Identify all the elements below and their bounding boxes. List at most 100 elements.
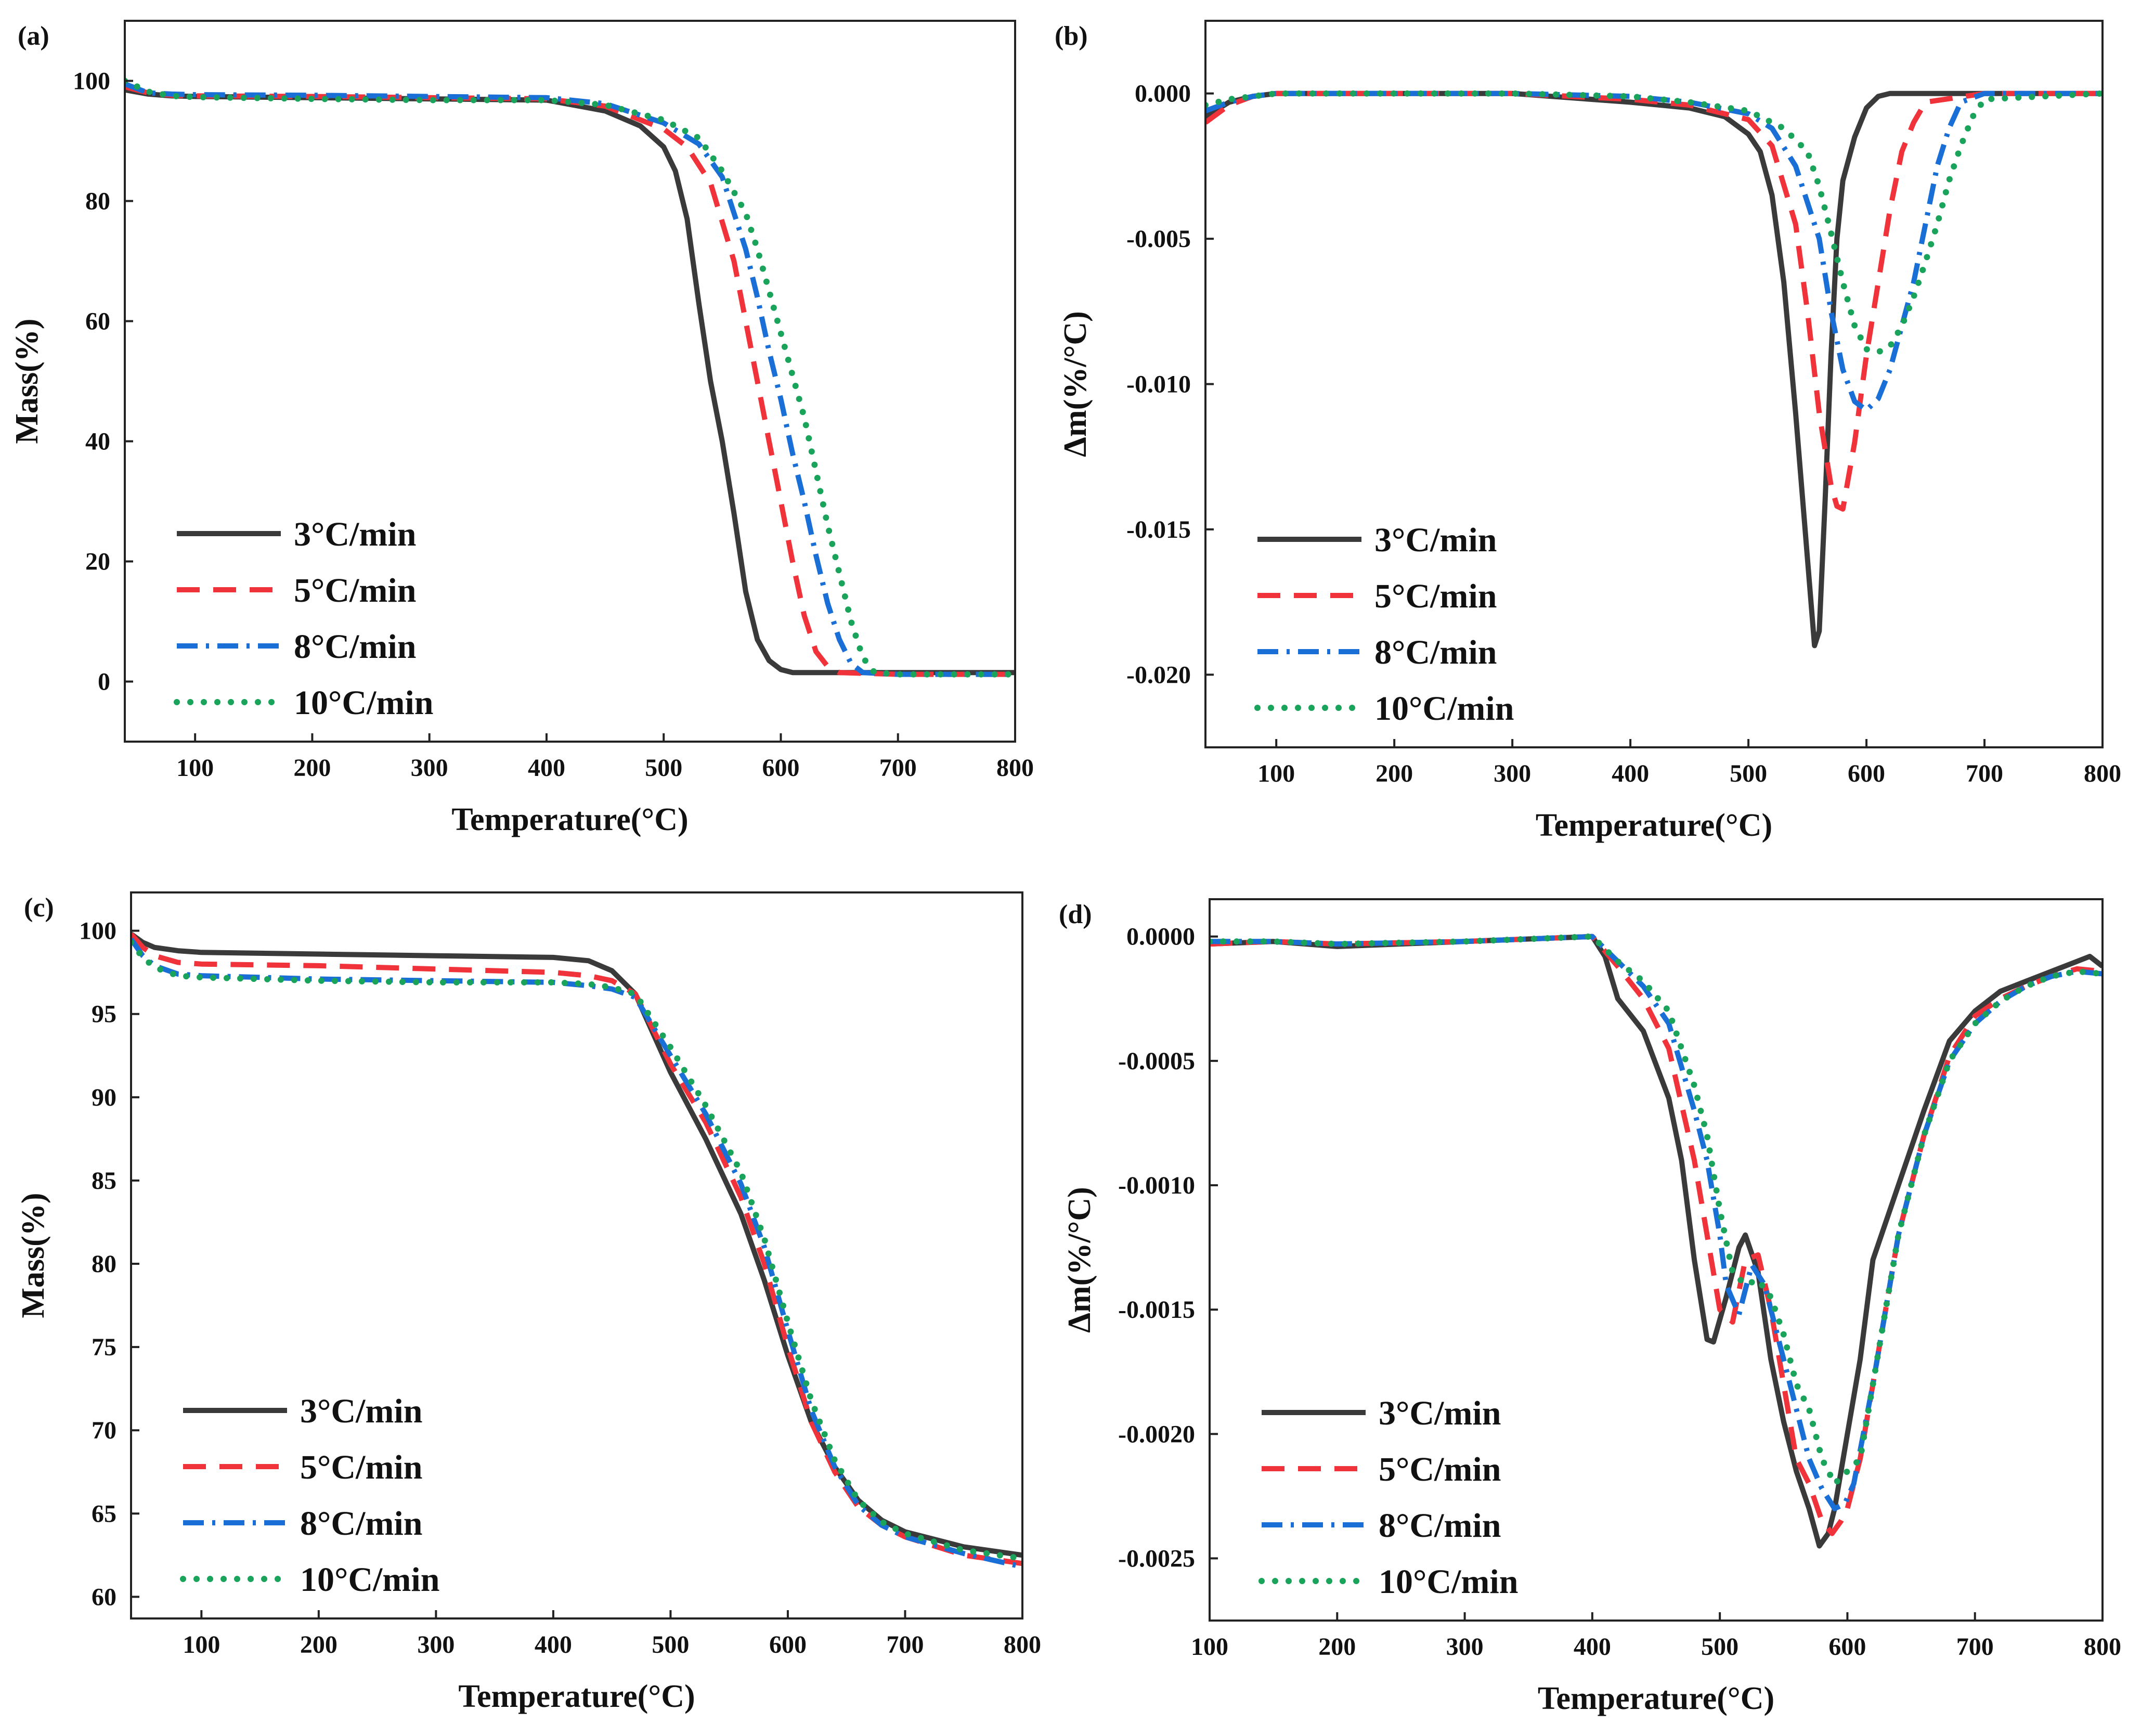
panel-a-y-axis-title: Mass(%): [9, 318, 45, 444]
panel-b-legend-label-10c-per-min: 10°C/min: [1374, 690, 1514, 728]
panel-b-legend-label-8c-per-min: 8°C/min: [1374, 633, 1497, 671]
panel-b-x-tick-label: 400: [1612, 760, 1649, 787]
panel-c-x-axis-title: Temperature(°C): [458, 1679, 695, 1714]
panel-c-x-tick-label: 100: [183, 1631, 220, 1659]
panel-d-y-tick-label: -0.0015: [1118, 1296, 1195, 1324]
panel-b-y-tick-label: -0.005: [1126, 225, 1191, 253]
panel-a-y-tick-label: 0: [98, 668, 110, 696]
panel-d-x-tick-label: 100: [1191, 1633, 1228, 1661]
panel-c-y-tick-label: 85: [92, 1167, 116, 1195]
panel-a-x-tick-label: 600: [762, 754, 799, 782]
panel-d-legend-label-10c-per-min: 10°C/min: [1379, 1563, 1518, 1601]
panel-c-frame: [130, 891, 1023, 1620]
panel-d-series: [1210, 933, 2103, 1549]
panel-b-y-tick-label: -0.010: [1126, 371, 1191, 398]
panel-a-x-axis-title: Temperature(°C): [451, 802, 688, 837]
panel-d-y-tick-label: 0.0000: [1126, 923, 1195, 951]
panel-d-x-tick-label: 400: [1574, 1633, 1611, 1661]
panel-a-label: (a): [18, 21, 49, 51]
panel-b-x-tick-label: 600: [1848, 760, 1885, 787]
panel-d-legend-label-3c-per-min: 3°C/min: [1379, 1394, 1501, 1432]
panel-d-x-tick-label: 800: [2084, 1633, 2121, 1661]
panel-b-legend: 3°C/min 5°C/min 8°C/min 10°C/min: [1254, 521, 1514, 728]
panel-a-series-3c-per-min: [125, 87, 1015, 676]
panel-d-label: (d): [1059, 900, 1092, 929]
panel-d-x-tick-label: 500: [1701, 1633, 1738, 1661]
panel-b-y-axis-title: Δm(%/°C): [1058, 311, 1093, 457]
panel-a-x-tick-label: 400: [528, 754, 565, 782]
panel-d-y-axis-title: Δm(%/°C): [1062, 1187, 1097, 1333]
panel-c-y-tick-label: 90: [92, 1084, 116, 1111]
panel-b-series-5c-per-min: [1205, 90, 2103, 512]
panel-a-series: [125, 77, 1015, 678]
panel-c-y-tick-label: 65: [92, 1500, 116, 1527]
panel-d-frame: [1209, 898, 2104, 1622]
panel-c-y-tick-label: 60: [92, 1583, 116, 1611]
panel-b-series: [1205, 90, 2103, 649]
panel-c-legend-label-8c-per-min: 8°C/min: [300, 1505, 422, 1543]
panel-c-x-tick-label: 300: [417, 1631, 455, 1659]
panel-c-series-10c-per-min: [131, 939, 1022, 1562]
panel-b-series-10c-per-min: [1205, 90, 2103, 355]
panel-d-series-10c-per-min: [1210, 933, 2103, 1487]
panel-a-legend-label-10c-per-min: 10°C/min: [294, 684, 433, 722]
panel-c-series: [131, 931, 1022, 1570]
panel-c-legend: 3°C/min 5°C/min 8°C/min 10°C/min: [180, 1392, 439, 1599]
panel-d-legend-label-5c-per-min: 5°C/min: [1379, 1450, 1501, 1488]
panel-d: 100 200 300 400 500 600 700 800 0.0000 -0.0005 -0.…: [1059, 898, 2121, 1716]
panel-a-legend-label-5c-per-min: 5°C/min: [294, 572, 416, 610]
panel-a-x-tick-label: 100: [176, 754, 214, 782]
panel-c-x-tick-label: 600: [769, 1631, 807, 1659]
panel-a-series-5c-per-min: [125, 84, 1015, 677]
panel-c-x-tick-label: 500: [652, 1631, 689, 1659]
panel-c-y-tick-label: 95: [92, 1001, 116, 1028]
panel-b: 100 200 300 400 500 600 700 800 0.000 -0.005 -0.01…: [1055, 20, 2121, 843]
panel-d-x-axis-title: Temperature(°C): [1538, 1681, 1774, 1716]
panel-b-x-tick-label: 800: [2084, 760, 2121, 787]
panel-d-x-tick-label: 600: [1828, 1633, 1866, 1661]
panel-d-series-3c-per-min: [1210, 934, 2103, 1549]
panel-d-legend-label-8c-per-min: 8°C/min: [1379, 1507, 1501, 1545]
panel-b-x-tick-label: 700: [1966, 760, 2003, 787]
panel-c-y-tick-label: 70: [92, 1417, 116, 1444]
panel-c-y-axis-title: Mass(%): [16, 1193, 51, 1318]
panel-b-series-3c-per-min: [1205, 90, 2103, 649]
panel-c-series-3c-per-min: [131, 931, 1022, 1558]
panel-c-x-tick-label: 200: [300, 1631, 338, 1659]
panel-a-x-tick-label: 300: [411, 754, 448, 782]
panel-b-x-tick-label: 500: [1730, 760, 1767, 787]
panel-c-legend-label-3c-per-min: 3°C/min: [300, 1392, 422, 1430]
panel-c-x-tick-label: 800: [1004, 1631, 1041, 1659]
panel-a-x-tick-label: 500: [645, 754, 682, 782]
panel-c-y-tick-label: 100: [79, 917, 116, 945]
panel-c-y-tick-label: 75: [92, 1333, 116, 1361]
panel-b-label: (b): [1055, 21, 1088, 51]
panel-b-legend-label-3c-per-min: 3°C/min: [1374, 521, 1497, 559]
panel-a-legend: 3°C/min 5°C/min 8°C/min 10°C/min: [174, 515, 433, 722]
panel-a-y-tick-label: 40: [85, 428, 110, 456]
panel-c-series-5c-per-min: [131, 932, 1022, 1566]
panel-a-y-tick-label: 80: [85, 188, 110, 215]
panel-b-x-tick-label: 300: [1494, 760, 1531, 787]
panel-b-x-tick-label: 200: [1376, 760, 1413, 787]
panel-b-series-8c-per-min: [1205, 90, 2103, 413]
panel-a-legend-label-8c-per-min: 8°C/min: [294, 628, 416, 666]
panel-d-x-tick-label: 200: [1318, 1633, 1356, 1661]
panel-c-label: (c): [24, 893, 54, 923]
panel-c-legend-label-5c-per-min: 5°C/min: [300, 1448, 422, 1486]
panel-d-y-tick-label: -0.0025: [1118, 1545, 1195, 1572]
panel-b-y-tick-label: -0.020: [1126, 661, 1191, 689]
panel-a-frame: [124, 20, 1016, 743]
panel-b-x-tick-label: 100: [1257, 760, 1295, 787]
panel-d-x-tick-label: 300: [1446, 1633, 1484, 1661]
panel-a: 100 200 300 400 500 600 700 800 0 20 40 60 80 100 Temp…: [9, 20, 1034, 837]
panel-b-x-axis-title: Temperature(°C): [1536, 808, 1772, 843]
panel-d-series-5c-per-min: [1210, 934, 2103, 1536]
panel-a-y-tick-label: 100: [73, 68, 110, 95]
panel-b-y-tick-label: 0.000: [1135, 80, 1191, 108]
panel-a-series-8c-per-min: [125, 81, 1015, 677]
panel-c: 100 200 300 400 500 600 700 800 60 65 70 75 80 85 90 95…: [16, 891, 1041, 1714]
panel-d-y-tick-label: -0.0005: [1118, 1047, 1195, 1075]
panel-c-legend-label-10c-per-min: 10°C/min: [300, 1561, 439, 1599]
panel-a-legend-label-3c-per-min: 3°C/min: [294, 515, 416, 553]
